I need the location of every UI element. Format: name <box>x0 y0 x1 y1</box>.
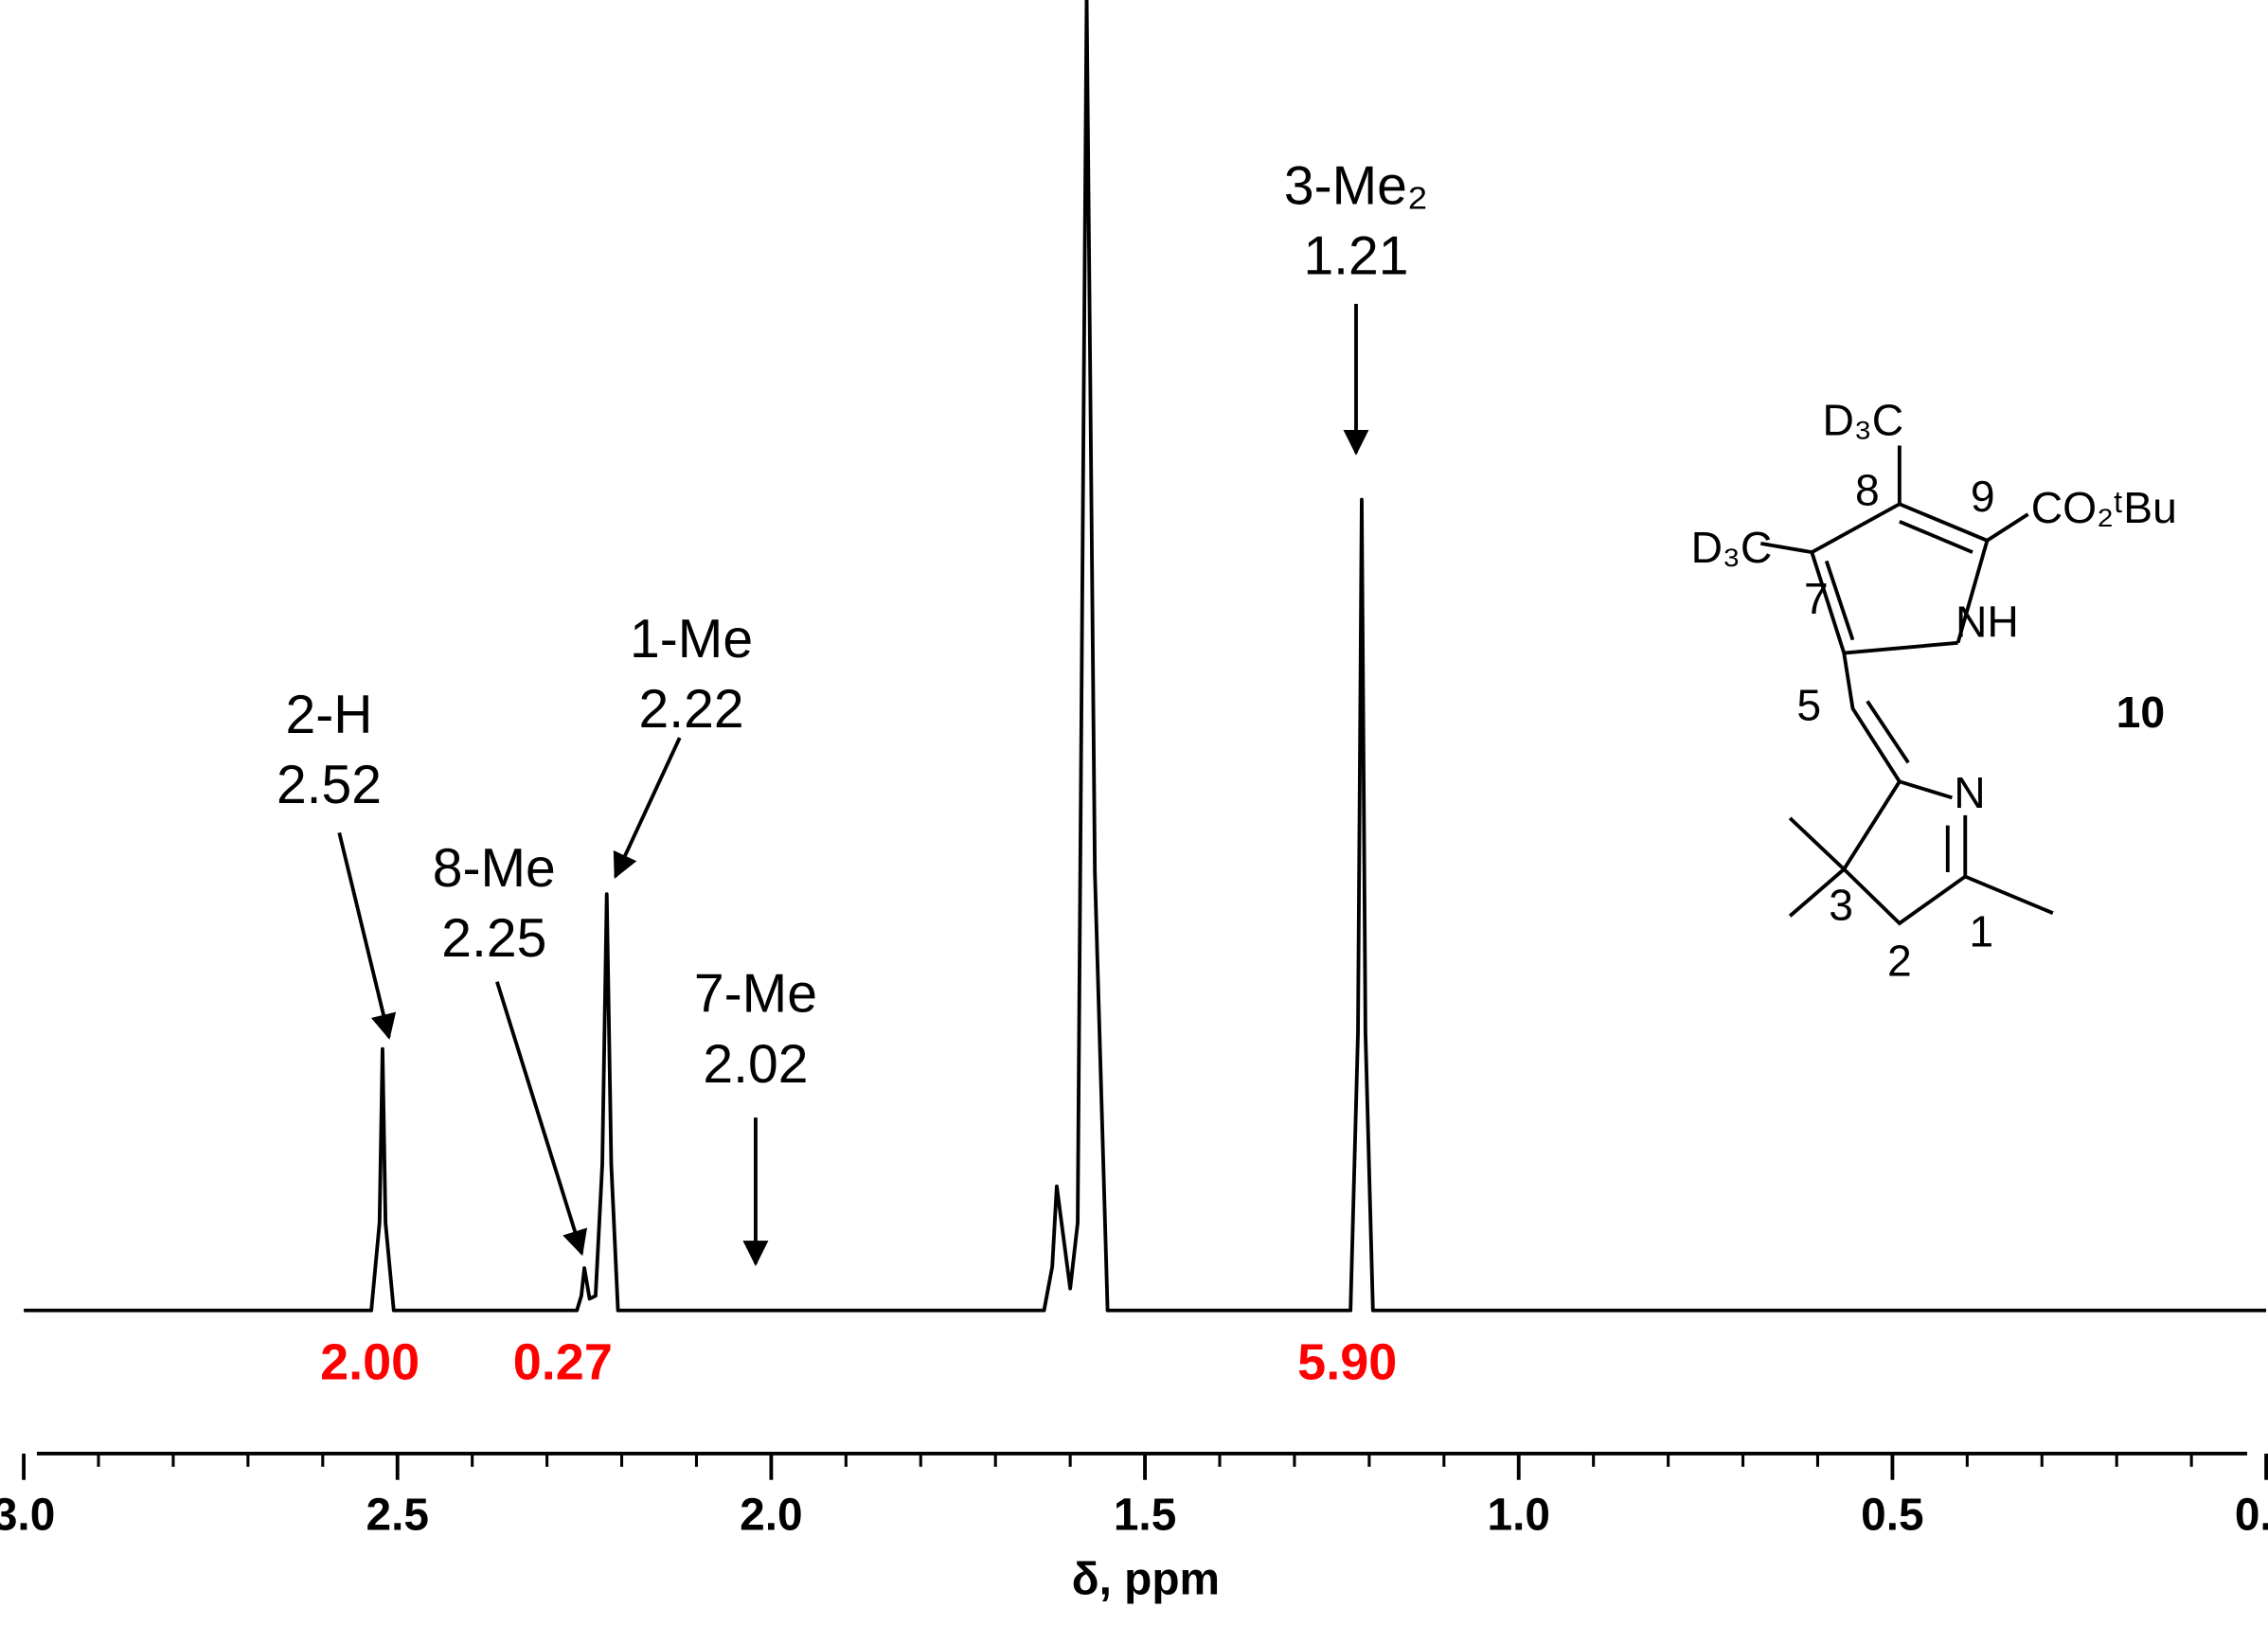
integral: 5.90 <box>1297 1334 1397 1391</box>
peak-arrow <box>337 831 397 1040</box>
atom-number: 9 <box>1971 472 1995 521</box>
peak-arrow <box>613 737 682 880</box>
peak-arrow <box>495 981 588 1257</box>
peak-label: 2-H <box>286 685 373 745</box>
spectrum <box>24 0 2266 1311</box>
structure: D₃C D₃C CO₂ᵗBu NH N 8 9 7 5 3 2 1 10 <box>1691 396 2177 986</box>
x-tick-label: 3.0 <box>0 1490 55 1540</box>
bonds <box>1759 445 2054 926</box>
integral: 2.00 <box>320 1334 420 1391</box>
group: D₃C <box>1822 396 1903 445</box>
x-tick-label: 0.5 <box>1861 1490 1923 1540</box>
peak-shift: 2.02 <box>703 1034 808 1095</box>
peak-shift: 1.21 <box>1303 226 1408 287</box>
peak-shift: 2.22 <box>639 679 744 740</box>
peak-shift: 2.25 <box>441 908 546 969</box>
peak-label: 3-Me₂ <box>1284 156 1428 217</box>
x-tick-label: 0.0 <box>2235 1490 2268 1540</box>
atom-number: 2 <box>1887 936 1912 985</box>
peak-label: 7-Me <box>694 964 817 1025</box>
group: D₃C <box>1691 523 1773 572</box>
x-tick-label: 1.5 <box>1114 1490 1176 1540</box>
peak-shift: 2.52 <box>277 755 382 815</box>
integral: 0.27 <box>513 1334 613 1391</box>
atom-number: 7 <box>1804 574 1829 623</box>
compound-number: 10 <box>2116 688 2165 737</box>
peak-label: 1-Me <box>630 609 753 670</box>
group: N <box>1954 768 1985 817</box>
atom-number: 1 <box>1969 907 1993 956</box>
atom-number: 8 <box>1855 466 1880 515</box>
x-axis-label: δ, ppm <box>1072 1554 1221 1604</box>
peak-label: 8-Me <box>433 838 556 899</box>
x-tick-label: 1.0 <box>1488 1490 1550 1540</box>
group: CO₂ᵗBu <box>2031 483 2177 532</box>
group: NH <box>1955 597 2019 646</box>
atom-number: 5 <box>1796 680 1821 729</box>
x-tick-label: 2.0 <box>740 1490 802 1540</box>
x-tick-label: 2.5 <box>366 1490 428 1540</box>
atom-number: 3 <box>1829 881 1853 930</box>
